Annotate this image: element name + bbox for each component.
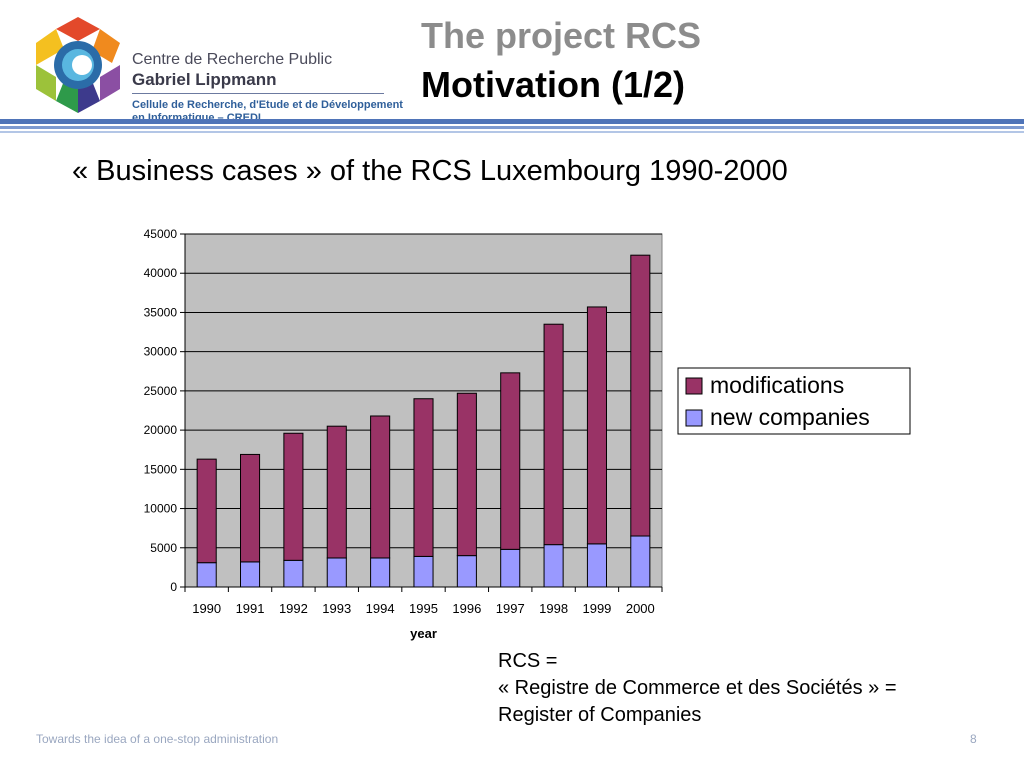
crp-logo: Centre de Recherche Public Gabriel Lippm…: [32, 15, 407, 124]
bar-new-companies-1993: [326, 557, 347, 588]
legend-label-modifications: modifications: [710, 372, 844, 398]
bar-modifications-1995: [413, 398, 434, 557]
y-tick-label: 35000: [144, 305, 178, 319]
header-divider-gap: [0, 124, 1024, 126]
page-number: 8: [970, 732, 977, 746]
header-divider-band-3: [0, 131, 1024, 133]
y-tick-label: 25000: [144, 384, 178, 398]
slide-title: The project RCS: [421, 15, 702, 56]
header-divider-band-2: [0, 126, 1024, 129]
x-tick-label: 2000: [626, 601, 655, 616]
bar-modifications-1999: [586, 306, 607, 545]
x-tick-label: 1995: [409, 601, 438, 616]
x-tick-label: 1991: [236, 601, 265, 616]
logo-divider: [132, 93, 384, 94]
bar-modifications-1998: [543, 323, 564, 546]
bar-modifications-1994: [370, 415, 391, 559]
bar-new-companies-1994: [370, 557, 391, 588]
y-tick-label: 30000: [144, 345, 178, 359]
bar-modifications-1997: [500, 372, 521, 550]
slide-subtitle-title: Motivation (1/2): [421, 64, 686, 105]
x-tick-label: 1997: [496, 601, 525, 616]
rcs-definition: RCS = « Registre de Commerce et des Soci…: [498, 648, 897, 729]
bar-modifications-1992: [283, 432, 304, 561]
y-tick-label: 40000: [144, 266, 178, 280]
bar-new-companies-1992: [283, 559, 304, 588]
bar-modifications-1990: [196, 458, 217, 564]
crp-hexagon-logo-icon: [36, 17, 120, 113]
bar-new-companies-1991: [240, 561, 261, 588]
bar-new-companies-2000: [630, 535, 651, 588]
header-divider-gap-2: [0, 129, 1024, 131]
bar-new-companies-1998: [543, 544, 564, 588]
bar-new-companies-1999: [586, 543, 607, 588]
x-tick-label: 1996: [452, 601, 481, 616]
rcs-definition-line3: Register of Companies: [498, 704, 702, 726]
bar-modifications-2000: [630, 254, 651, 537]
y-tick-label: 0: [170, 580, 177, 594]
y-tick-label: 20000: [144, 423, 178, 437]
rcs-definition-line1: RCS =: [498, 650, 558, 672]
footer-text: Towards the idea of a one-stop administr…: [36, 732, 279, 746]
logo-text-institution: Centre de Recherche Public: [132, 51, 333, 68]
logo-text-department: Cellule de Recherche, d'Etude et de Déve…: [132, 99, 403, 111]
legend-swatch-new-companies: [685, 409, 703, 427]
slide-heading: « Business cases » of the RCS Luxembourg…: [72, 155, 788, 187]
bar-modifications-1996: [456, 392, 477, 557]
x-axis-label: year: [410, 626, 437, 641]
x-tick-label: 1999: [582, 601, 611, 616]
y-tick-label: 45000: [144, 227, 178, 241]
chart-legend: [677, 367, 911, 435]
legend-swatch-modifications: [685, 377, 703, 395]
legend-label-new-companies: new companies: [710, 404, 870, 430]
bar-new-companies-1990: [196, 562, 217, 588]
bar-modifications-1991: [240, 453, 261, 563]
x-tick-label: 1993: [322, 601, 351, 616]
y-tick-label: 5000: [150, 541, 177, 555]
bar-new-companies-1997: [500, 548, 521, 588]
header-divider-band: [0, 119, 1024, 124]
x-tick-label: 1998: [539, 601, 568, 616]
business-cases-bar-chart: 0 5000 10000 15000 20000 25000 30000 35000 40000…: [144, 227, 911, 641]
logo-text-name: Gabriel Lippmann: [132, 70, 277, 89]
x-tick-label: 1990: [192, 601, 221, 616]
x-tick-label: 1992: [279, 601, 308, 616]
rcs-definition-line2: « Registre de Commerce et des Sociétés »…: [498, 677, 897, 699]
y-tick-label: 10000: [144, 502, 178, 516]
bar-modifications-1993: [326, 425, 347, 559]
x-tick-label: 1994: [366, 601, 395, 616]
y-tick-label: 15000: [144, 462, 178, 476]
bar-new-companies-1996: [456, 555, 477, 588]
bar-new-companies-1995: [413, 555, 434, 588]
